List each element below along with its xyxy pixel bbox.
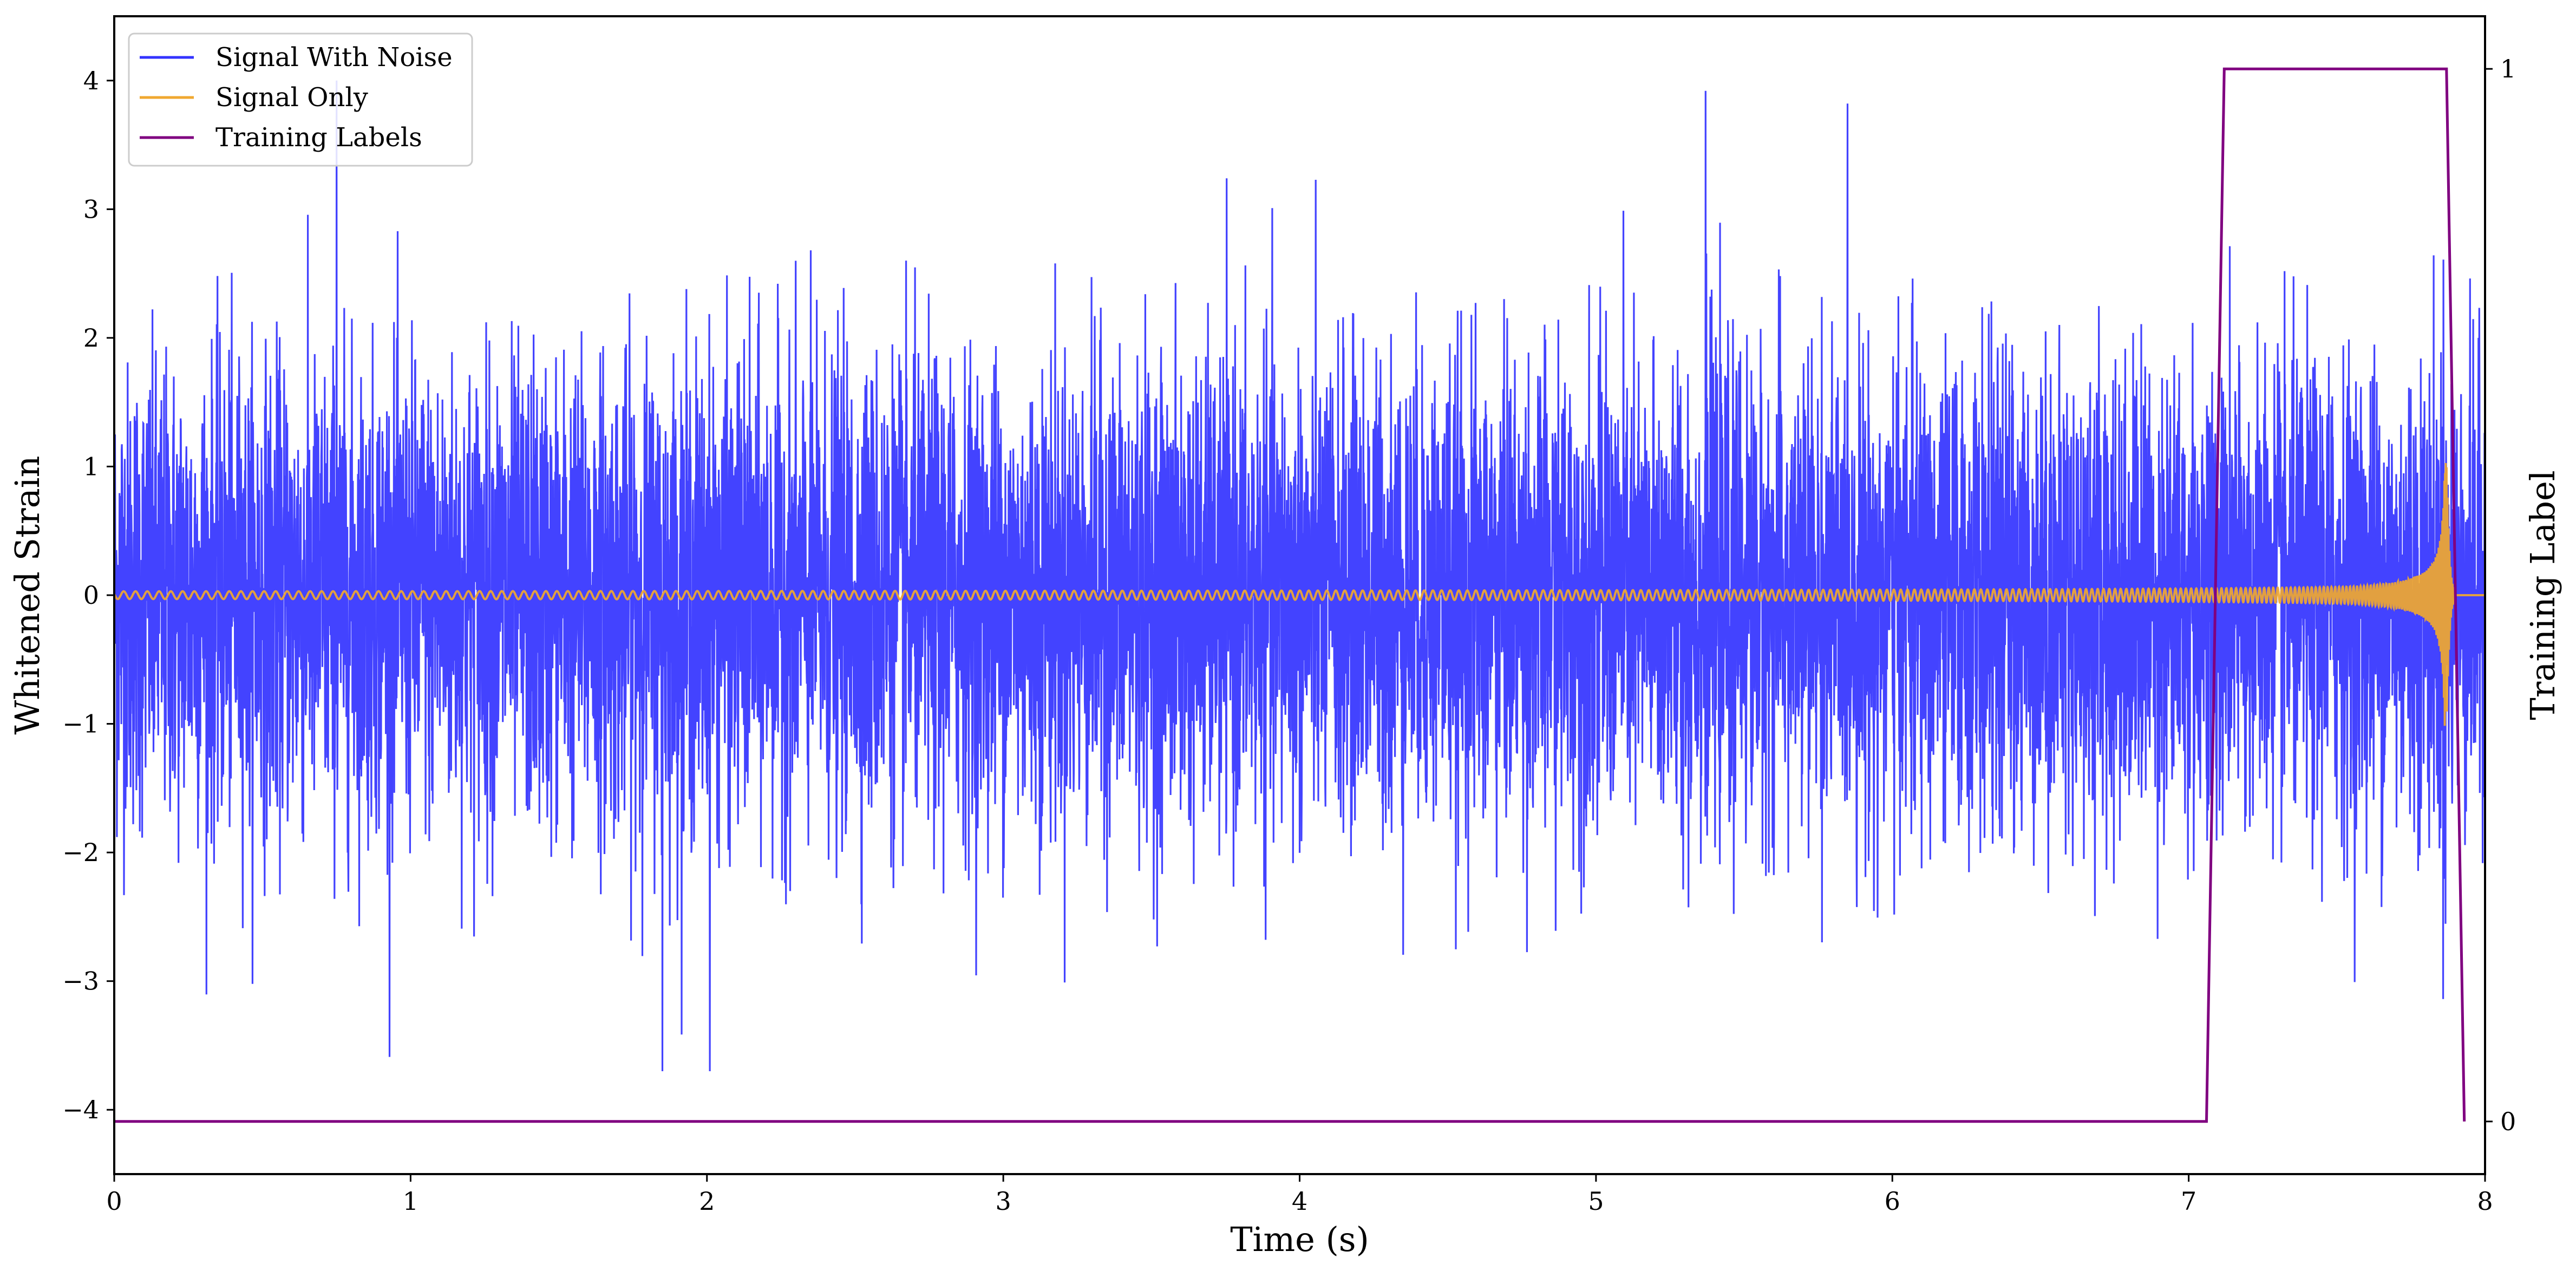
x-tick-label: 0	[106, 1187, 122, 1216]
x-axis-title: Time (s)	[1230, 1220, 1369, 1259]
y-tick-label: 0	[83, 581, 99, 610]
y-axis-title: Whitened Strain	[8, 456, 47, 735]
y-tick-label: 3	[83, 194, 99, 224]
x-axis-ticks: 0 1 2 3 4 5 6 7 8	[106, 1174, 2493, 1216]
x-tick-label: 6	[1885, 1187, 1900, 1216]
x-tick-label: 1	[403, 1187, 419, 1216]
y2-axis-ticks: 01	[2485, 54, 2516, 1136]
y-tick-label: 4	[83, 66, 99, 95]
legend: Signal With Noise Signal Only Training Lab…	[128, 32, 473, 167]
legend-box	[128, 32, 473, 167]
y-tick-label: 1	[83, 452, 99, 481]
legend-label: Training Labels	[215, 122, 422, 153]
y-tick-label: −3	[62, 967, 99, 996]
y-tick-label: 2	[83, 323, 99, 353]
x-tick-label: 8	[2477, 1187, 2493, 1216]
y-tick-label: −4	[62, 1095, 99, 1124]
y2-tick-label: 0	[2500, 1107, 2516, 1136]
y2-tick-label: 1	[2500, 54, 2516, 83]
series-signal-only	[114, 462, 2485, 726]
x-tick-label: 7	[2181, 1187, 2196, 1216]
series-layer	[114, 67, 2485, 1123]
y2-axis-title: Training Label	[2523, 470, 2562, 720]
y-tick-label: −2	[62, 838, 99, 867]
x-tick-label: 4	[1292, 1187, 1307, 1216]
legend-label: Signal With Noise	[215, 42, 453, 73]
legend-label: Signal Only	[215, 82, 368, 113]
series-signal-with-noise	[114, 80, 2485, 1072]
y-axis-ticks: −4 −3 −2 −1 0 1 2 3 4	[62, 66, 114, 1124]
series-training-labels	[114, 67, 2466, 1123]
x-tick-label: 3	[995, 1187, 1011, 1216]
y-tick-label: −1	[62, 709, 99, 739]
x-tick-label: 5	[1588, 1187, 1604, 1216]
x-tick-label: 2	[699, 1187, 715, 1216]
